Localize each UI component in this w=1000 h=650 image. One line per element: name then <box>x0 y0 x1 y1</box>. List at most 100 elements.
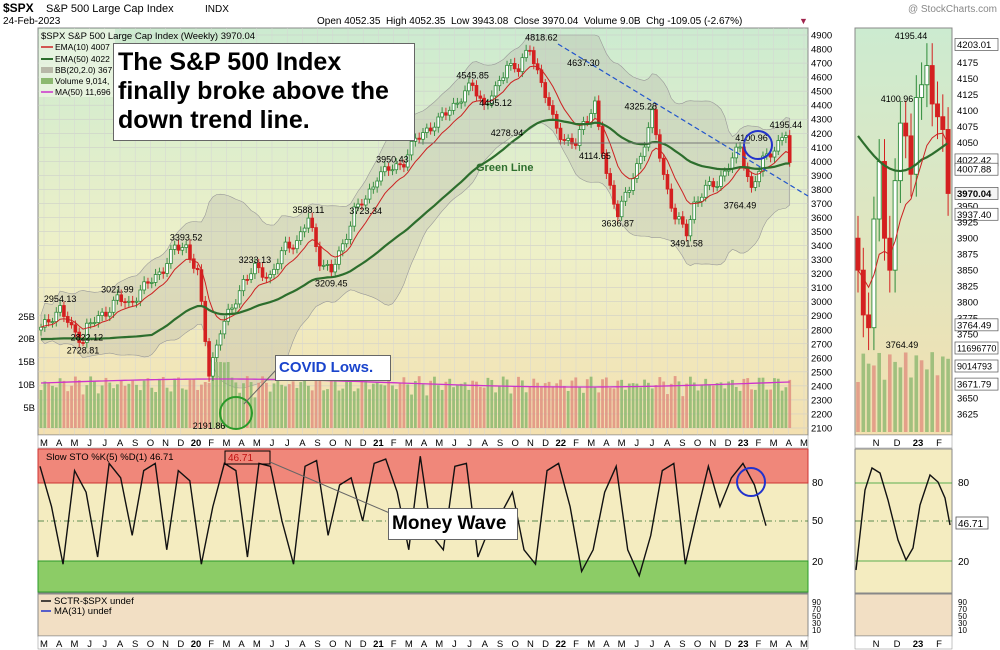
candle-body <box>138 289 143 302</box>
volume-bar <box>444 381 448 428</box>
detail-price-tick: 4050 <box>957 138 978 149</box>
volume-bar <box>391 385 394 428</box>
detail-axis: 4203.01 4175 4150 4125 4100 4075 4050 4022.4240… <box>954 38 999 421</box>
volume-bar <box>780 390 784 428</box>
down-arrow-icon: ▼ <box>799 16 808 26</box>
detail-volume-bar <box>866 363 871 432</box>
sto-value-box <box>224 450 271 465</box>
legend-title: $SPX S&P 500 Large Cap Index (Weekly) 39… <box>41 31 255 42</box>
candle-body <box>646 127 651 148</box>
volume-bar <box>318 378 322 428</box>
price-label: 3021.99 <box>101 285 134 295</box>
x-tick-label: S <box>679 438 685 449</box>
volume-bar <box>765 389 769 428</box>
detail-sctr-tick: 30 <box>958 619 967 628</box>
price-tick-label: 3300 <box>811 255 832 266</box>
candle-body <box>191 258 196 269</box>
candle-body <box>310 217 315 228</box>
detail-price-tick: 4125 <box>957 90 978 101</box>
candle-body <box>50 321 55 324</box>
volume-bar <box>295 387 299 428</box>
volume-bar <box>555 383 559 428</box>
volume-bar <box>547 381 551 428</box>
candle-body <box>92 322 97 324</box>
volume-bar <box>104 377 108 428</box>
volume-bar <box>287 384 291 428</box>
price-tick-label: 2400 <box>811 381 832 392</box>
candle-body <box>360 203 364 206</box>
volume-bar <box>58 378 62 428</box>
x-tick-label: A <box>299 438 306 449</box>
x-tick-label: M <box>70 639 78 650</box>
volume-bar <box>643 379 646 428</box>
volume-bar <box>135 384 138 428</box>
x-tick-label: M <box>587 639 595 650</box>
x-tick-label: J <box>650 639 655 650</box>
x-tick-label: J <box>467 639 472 650</box>
price-tick-label: 4500 <box>811 87 832 98</box>
detail-value-box <box>954 187 999 200</box>
x-tick-label: 22 <box>556 639 567 650</box>
detail-candle-body <box>882 161 887 239</box>
sctr-tick: 10 <box>812 626 821 635</box>
candle-body <box>337 250 341 265</box>
price-label: 2728.81 <box>67 346 100 356</box>
x-tick-label: J <box>285 639 290 650</box>
price-label: 2191.86 <box>193 421 226 431</box>
green-line-label: Green Line <box>476 162 533 174</box>
detail-candle-body <box>945 129 951 194</box>
volume-bar <box>276 378 280 428</box>
candle-body <box>283 241 288 252</box>
candle-body <box>256 262 261 269</box>
volume-bar <box>85 385 89 428</box>
candle-body <box>237 290 242 305</box>
x-tick-label: J <box>102 438 107 449</box>
volume-bar <box>723 388 727 428</box>
volume-bar <box>753 389 757 428</box>
candle-body <box>276 263 280 270</box>
volume-tick-label: 10B <box>18 380 35 391</box>
candle-body <box>172 244 177 250</box>
candle-body <box>654 109 658 136</box>
candle-body <box>348 225 353 240</box>
volume-bar <box>677 381 681 428</box>
candle-body <box>528 49 532 52</box>
candle-body <box>684 223 689 237</box>
candle-body <box>409 140 414 156</box>
volume-bar <box>589 376 593 428</box>
volume-bar <box>696 390 700 428</box>
candle-body <box>291 247 295 250</box>
candle-body <box>184 244 188 248</box>
x-tick-label: J <box>467 438 472 449</box>
x-tick-label: M <box>435 639 443 650</box>
volume-bar <box>475 381 478 428</box>
x-tick-label: F <box>755 438 761 449</box>
volume-bar <box>77 380 81 428</box>
candle-body <box>593 100 597 114</box>
detail-volume-bar <box>856 382 860 432</box>
detail-ema50 <box>857 135 949 173</box>
volume-bar <box>448 378 452 428</box>
candle-body <box>130 300 135 303</box>
brand-watermark: @ StockCharts.com <box>908 4 997 15</box>
candle-body <box>680 216 685 225</box>
candle-body <box>547 97 551 106</box>
detail-volume-bar <box>861 353 866 432</box>
candle-body <box>279 250 284 265</box>
price-label: 3491.58 <box>670 239 703 249</box>
candle-body <box>425 127 429 133</box>
x-tick-label: M <box>405 639 413 650</box>
detail-candle-body <box>876 161 882 220</box>
x-tick-label: A <box>664 639 671 650</box>
volume-bar <box>654 385 658 428</box>
candle-body <box>149 282 154 284</box>
volume-bar <box>406 384 410 428</box>
volume-bar <box>360 378 364 428</box>
price-label: 4325.28 <box>624 102 657 112</box>
volume-bar <box>303 380 306 428</box>
detail-candle-body <box>903 122 909 137</box>
candle-body <box>39 326 43 331</box>
price-tick-label: 3500 <box>811 227 832 238</box>
candle-body <box>577 129 582 146</box>
